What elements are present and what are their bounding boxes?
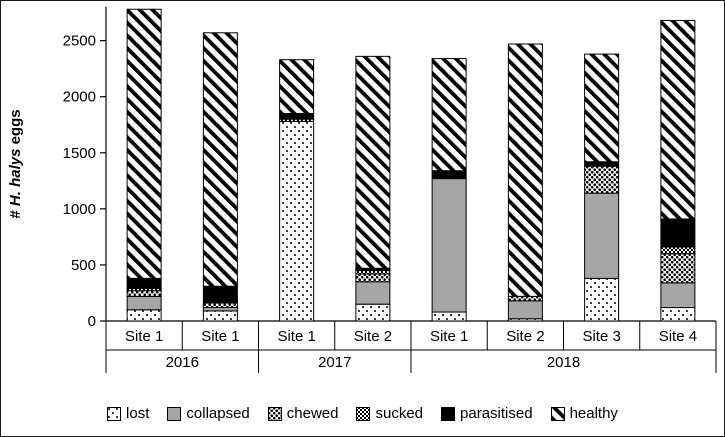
bar-segment-lost [202,310,238,322]
year-label: 2016 [166,354,199,371]
legend: lost collapsed chewed sucked parasitised heal… [1,391,724,436]
bar-segment-collapsed [584,192,620,279]
bar-segment-parasitised [584,161,620,167]
stacked-bar-chart: # H. halys eggs 0 500 1000 1500 2000 2500 Sit… [7,7,717,373]
site-label: Site 1 [201,328,239,345]
legend-item-healthy: healthy [550,405,618,422]
y-tick-label: 0 [88,313,96,330]
bar-segment-sucked [660,246,696,255]
bar-segment-healthy [355,55,391,269]
bar-segment-chewed [126,290,162,297]
bar-segment-collapsed [202,307,238,312]
bar-segment-chewed [507,295,543,302]
site-label: Site 2 [506,328,544,345]
legend-swatch-hatch-icon [550,406,565,421]
legend-label: chewed [286,405,339,422]
bar-segment-collapsed [126,295,162,311]
bar-segment-collapsed [355,281,391,305]
legend-swatch-dense-dots-icon [267,406,282,421]
bar-segment-collapsed [660,282,696,309]
legend-swatch-black-icon [441,406,456,421]
legend-swatch-gray-icon [167,406,182,421]
y-tick-label: 2000 [63,89,96,106]
legend-label: collapsed [186,405,250,422]
bar-segment-parasitised [279,113,315,120]
bar-segment-lost [355,303,391,322]
bar-segment-chewed [355,273,391,283]
legend-swatch-check-icon [356,406,371,421]
legend-item-collapsed: collapsed [167,405,250,422]
bars [126,8,696,322]
bar-segment-collapsed [431,178,467,313]
bar-segment-lost [584,277,620,322]
bar-segment-sucked [355,270,391,275]
legend-swatch-dots-icon [107,406,122,421]
bar-segment-chewed [584,165,620,194]
bar-segment-parasitised [431,170,467,180]
bar-segment-lost [279,120,315,322]
bar-segment-chewed [660,253,696,284]
y-tick-label: 500 [71,257,96,274]
y-tick-label: 2500 [63,33,96,50]
bar-segment-parasitised [202,285,238,304]
legend-label: sucked [375,405,424,422]
bar-segment-collapsed [507,300,543,320]
site-label: Site 2 [354,328,392,345]
bar-segment-healthy [126,8,162,279]
y-tick-label: 1000 [63,201,96,218]
y-axis-title: # H. halys eggs [7,109,24,218]
bar-segment-lost [126,309,162,322]
bar-segment-chewed [202,302,238,309]
legend-item-lost: lost [107,405,149,422]
bar-segment-healthy [660,19,696,220]
site-label: Site 3 [582,328,620,345]
bar-segment-lost [431,311,467,322]
legend-label: healthy [569,405,618,422]
legend-item-sucked: sucked [356,405,423,422]
bar-segment-healthy [507,43,543,297]
site-label: Site 1 [430,328,468,345]
legend-label: parasitised [460,405,533,422]
site-label: Site 1 [125,328,163,345]
bar-segment-healthy [584,53,620,163]
bar-segment-parasitised [660,218,696,248]
bar-segment-healthy [279,59,315,115]
y-tick-label: 1500 [63,145,96,162]
bar-segment-healthy [431,58,467,172]
year-label: 2017 [318,354,351,371]
site-label: Site 4 [659,328,697,345]
bar-segment-lost [660,307,696,322]
legend-item-chewed: chewed [267,405,339,422]
bar-segment-healthy [202,32,238,287]
year-label: 2018 [547,354,580,371]
legend-label: lost [126,405,150,422]
bar-segment-parasitised [126,277,162,289]
legend-item-parasitised: parasitised [441,405,533,422]
site-label: Site 1 [277,328,315,345]
